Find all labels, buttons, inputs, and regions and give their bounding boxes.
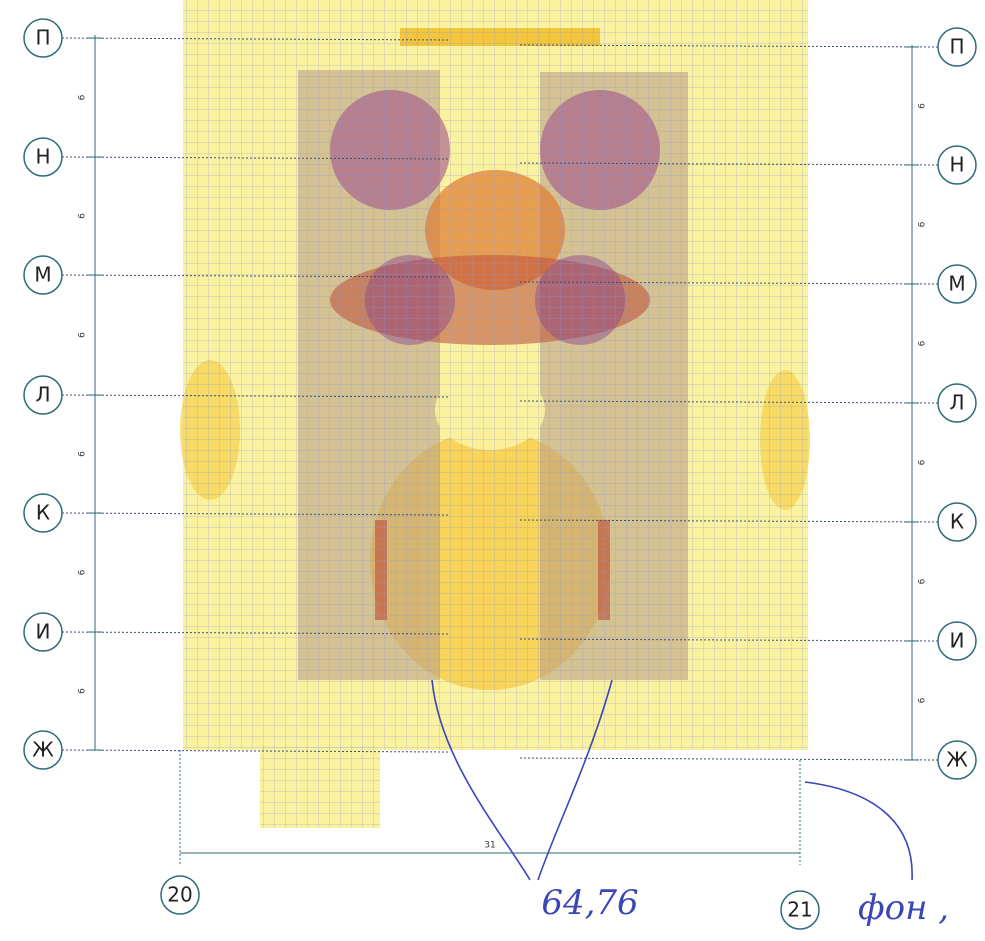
axis-bubble	[23, 612, 63, 652]
axis-bubble	[937, 27, 977, 67]
dimension-label: 6	[918, 578, 928, 584]
axis-line	[61, 512, 451, 516]
axis-bubble	[23, 375, 63, 415]
axis-line	[519, 400, 939, 404]
axis-bubble	[23, 137, 63, 177]
axis-line	[519, 757, 939, 761]
handwritten-note: 64,76	[541, 883, 638, 923]
axis-line	[61, 156, 451, 160]
axis-label: М	[948, 272, 965, 296]
axis-bubble	[937, 621, 977, 661]
axis-line	[519, 44, 939, 48]
axis-bubble	[23, 493, 63, 533]
axis-label: Л	[949, 391, 964, 415]
handwritten-note: фон ,	[858, 888, 949, 928]
dimension-label: 6	[78, 94, 88, 100]
dimension-label: 6	[78, 569, 88, 575]
axis-bubble	[937, 383, 977, 423]
axis-line	[61, 631, 451, 635]
axis-label: П	[35, 26, 50, 50]
axis-bubble	[937, 264, 977, 304]
axis-label: Н	[949, 153, 964, 177]
axis-line	[519, 519, 939, 523]
dimension-label: 6	[78, 688, 88, 694]
dimension-label: 6	[918, 459, 928, 465]
axis-label: 20	[167, 883, 192, 907]
dimension-label: 6	[78, 451, 88, 457]
axis-label: К	[950, 510, 964, 534]
axis-line	[61, 274, 451, 278]
axis-bubble	[780, 890, 820, 930]
dimension-label: 6	[918, 221, 928, 227]
axis-lines	[61, 37, 939, 761]
dimension-label: 31	[484, 841, 495, 851]
axis-bubble	[160, 875, 200, 915]
axis-bubble	[937, 502, 977, 542]
axis-bubble	[23, 255, 63, 295]
axis-label: Ж	[32, 738, 54, 762]
axis-label: И	[950, 629, 965, 653]
axis-line	[519, 281, 939, 285]
axis-label: Н	[35, 145, 50, 169]
axis-label: 21	[787, 898, 812, 922]
handwriting	[431, 679, 913, 881]
axis-line	[61, 394, 451, 398]
axis-line	[519, 162, 939, 166]
dimension-label: 6	[918, 103, 928, 109]
axis-line	[519, 638, 939, 642]
axis-line	[61, 37, 451, 41]
axis-label: Ж	[946, 748, 968, 772]
axis-label: И	[36, 620, 51, 644]
axis-label: П	[949, 35, 964, 59]
axis-label: Л	[35, 383, 50, 407]
axis-bubble	[23, 18, 63, 58]
dimension-label: 6	[78, 213, 88, 219]
dimension-label: 6	[918, 340, 928, 346]
axis-label: К	[36, 501, 50, 525]
axis-line	[61, 749, 451, 753]
axis-bubble	[937, 145, 977, 185]
dimension-label: 6	[78, 332, 88, 338]
dimension-label: 6	[918, 697, 928, 703]
axis-bubble	[937, 740, 977, 780]
contour-plot	[180, 0, 810, 828]
axis-label: М	[34, 263, 51, 287]
axis-bubble	[23, 730, 63, 770]
